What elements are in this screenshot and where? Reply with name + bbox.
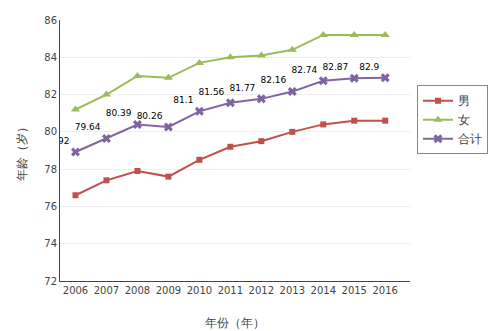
svg-text:2011: 2011 [218, 285, 243, 296]
svg-text:78.92: 78.92 [60, 136, 69, 146]
svg-text:80.39: 80.39 [106, 108, 132, 118]
svg-text:2008: 2008 [125, 285, 150, 296]
svg-text:2016: 2016 [372, 285, 397, 296]
svg-text:81.77: 81.77 [230, 83, 256, 93]
svg-text:76: 76 [44, 201, 57, 212]
svg-text:2012: 2012 [249, 285, 274, 296]
svg-text:74: 74 [44, 238, 57, 249]
svg-text:合计: 合计 [458, 132, 482, 146]
svg-text:81.1: 81.1 [173, 95, 193, 105]
svg-text:年份（年）: 年份（年） [205, 316, 265, 330]
svg-text:2015: 2015 [342, 285, 367, 296]
svg-text:80.26: 80.26 [137, 111, 163, 121]
svg-text:79.64: 79.64 [75, 122, 101, 132]
svg-text:2009: 2009 [156, 285, 181, 296]
svg-text:81.56: 81.56 [199, 87, 225, 97]
svg-text:82: 82 [44, 89, 57, 100]
svg-text:2007: 2007 [94, 285, 119, 296]
svg-text:2006: 2006 [63, 285, 88, 296]
svg-text:82.9: 82.9 [359, 62, 379, 72]
svg-text:82.74: 82.74 [292, 65, 318, 75]
svg-text:男: 男 [458, 94, 470, 108]
svg-text:84: 84 [44, 52, 57, 63]
svg-text:78: 78 [44, 164, 57, 175]
svg-text:年龄（岁）: 年龄（岁） [15, 121, 29, 181]
svg-text:2014: 2014 [311, 285, 336, 296]
svg-text:82.16: 82.16 [261, 75, 287, 85]
svg-text:2013: 2013 [280, 285, 305, 296]
svg-text:女: 女 [458, 113, 470, 127]
svg-text:86: 86 [44, 15, 57, 26]
svg-text:80: 80 [44, 126, 57, 137]
svg-text:72: 72 [44, 276, 57, 287]
svg-text:82.87: 82.87 [322, 62, 348, 72]
svg-text:2010: 2010 [187, 285, 212, 296]
